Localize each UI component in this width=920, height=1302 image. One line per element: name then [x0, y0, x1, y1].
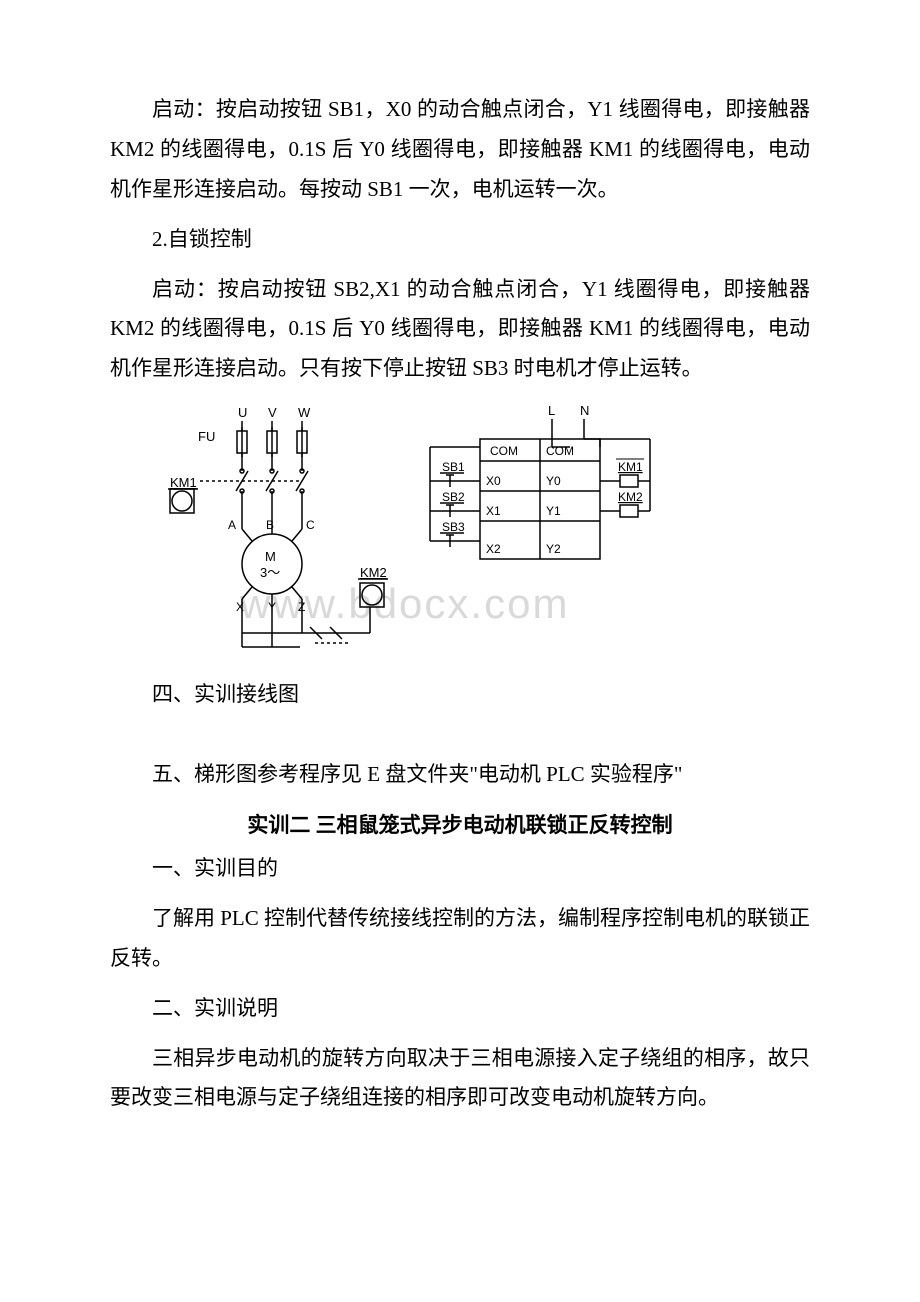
label-X0: X0 [486, 474, 501, 488]
paragraph-5: 五、梯形图参考程序见 E 盘文件夹"电动机 PLC 实验程序" [110, 755, 810, 795]
label-X2: X2 [486, 542, 501, 556]
label-SB2: SB2 [442, 490, 465, 504]
label-Y2: Y2 [546, 542, 561, 556]
label-FU: FU [198, 429, 215, 444]
label-U: U [238, 405, 247, 420]
label-X: X [236, 600, 244, 614]
paragraph-4: 四、实训接线图 [110, 675, 810, 715]
section-title-2: 实训二 三相鼠笼式异步电动机联锁正反转控制 [110, 809, 810, 839]
paragraph-9: 三相异步电动机的旋转方向取决于三相电源接入定子绕组的相序，故只要改变三相电源与定… [110, 1039, 810, 1119]
label-COM1: COM [490, 444, 518, 458]
paragraph-8: 二、实训说明 [110, 989, 810, 1029]
paragraph-1: 启动：按启动按钮 SB1，X0 的动合触点闭合，Y1 线圈得电，即接触器 KM2… [110, 90, 810, 210]
label-L: L [548, 403, 555, 418]
label-KM2: KM2 [360, 565, 387, 580]
label-B: B [266, 518, 274, 532]
label-KM1: KM1 [170, 475, 197, 490]
label-X1: X1 [486, 504, 501, 518]
label-COM2: COM [546, 444, 574, 458]
label-3tilde: 3～ [260, 565, 280, 580]
paragraph-7: 了解用 PLC 控制代替传统接线控制的方法，编制程序控制电机的联锁正反转。 [110, 899, 810, 979]
label-KM2o: KM2 [618, 490, 643, 504]
paragraph-3: 启动：按启动按钮 SB2,X1 的动合触点闭合，Y1 线圈得电，即接触器 KM2… [110, 270, 810, 390]
paragraph-2: 2.自锁控制 [110, 220, 810, 260]
label-SB3: SB3 [442, 520, 465, 534]
label-A: A [228, 518, 236, 532]
paragraph-6: 一、实训目的 [110, 849, 810, 889]
label-SB1: SB1 [442, 460, 465, 474]
label-W: W [298, 405, 311, 420]
label-N: N [580, 403, 589, 418]
label-M: M [265, 549, 276, 564]
label-KM1o: KM1 [618, 460, 643, 474]
label-C: C [306, 518, 315, 532]
spacer [110, 725, 810, 755]
label-Y1: Y1 [546, 504, 561, 518]
label-V: V [268, 405, 277, 420]
wiring-diagram: U V W FU KM1 [150, 399, 670, 669]
label-Y0: Y0 [546, 474, 561, 488]
